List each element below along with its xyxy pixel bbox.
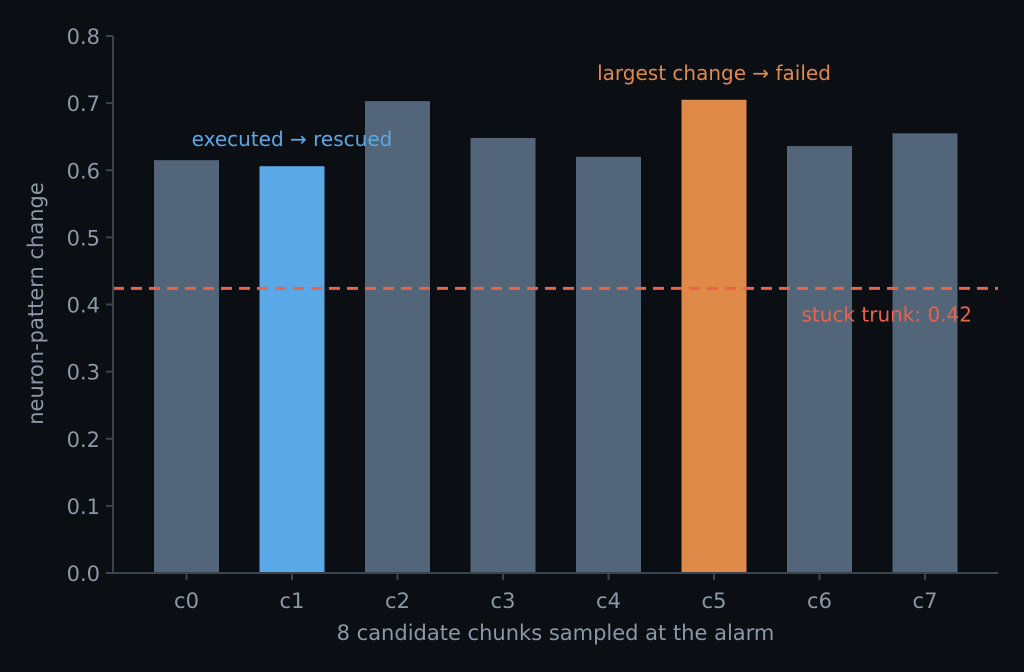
bar-c6 [787,146,852,573]
y-tick-label: 0.3 [67,361,100,385]
reference-line-group: stuck trunk: 0.42 [113,286,998,326]
x-tick-label-c1: c1 [280,589,305,613]
bar-c0 [154,160,219,573]
y-axis-title: neuron-pattern change [24,182,48,425]
y-tick-label: 0.8 [67,25,100,49]
y-tick-label: 0.2 [67,428,100,452]
y-ticks-group: 0.0 0.1 0.2 0.3 0.4 0.5 0.6 0.7 0.8 [67,25,113,586]
stuck-trunk-label: stuck trunk: 0.42 [802,302,973,326]
x-axis-title: 8 candidate chunks sampled at the alarm [337,621,775,645]
x-ticks-group: c0 c1 c2 c3 c4 c5 c6 c7 [174,573,937,613]
bar-c5 [681,99,747,574]
y-tick-label: 0.1 [67,495,100,519]
y-tick-label: 0.4 [67,294,100,318]
y-tick-label: 0.0 [67,562,100,586]
bar-c4 [576,156,641,573]
annotations-group: executed → rescued largest change → faile… [192,61,831,151]
bar-c2 [365,101,430,573]
y-tick-label: 0.7 [67,92,100,116]
y-tick-label: 0.6 [67,159,100,183]
annotation-c1: executed → rescued [192,127,393,151]
x-tick-label-c7: c7 [913,589,938,613]
y-tick-label: 0.5 [67,226,100,250]
bar-c3 [470,138,536,573]
bar-c7 [892,133,958,574]
x-tick-label-c6: c6 [807,589,832,613]
x-tick-label-c3: c3 [491,589,516,613]
x-tick-label-c0: c0 [174,589,199,613]
x-tick-label-c4: c4 [596,589,621,613]
bar-c1 [259,166,325,573]
x-tick-label-c2: c2 [385,589,410,613]
annotation-c5: largest change → failed [597,61,831,85]
x-tick-label-c5: c5 [702,589,727,613]
bars-group [154,99,958,574]
